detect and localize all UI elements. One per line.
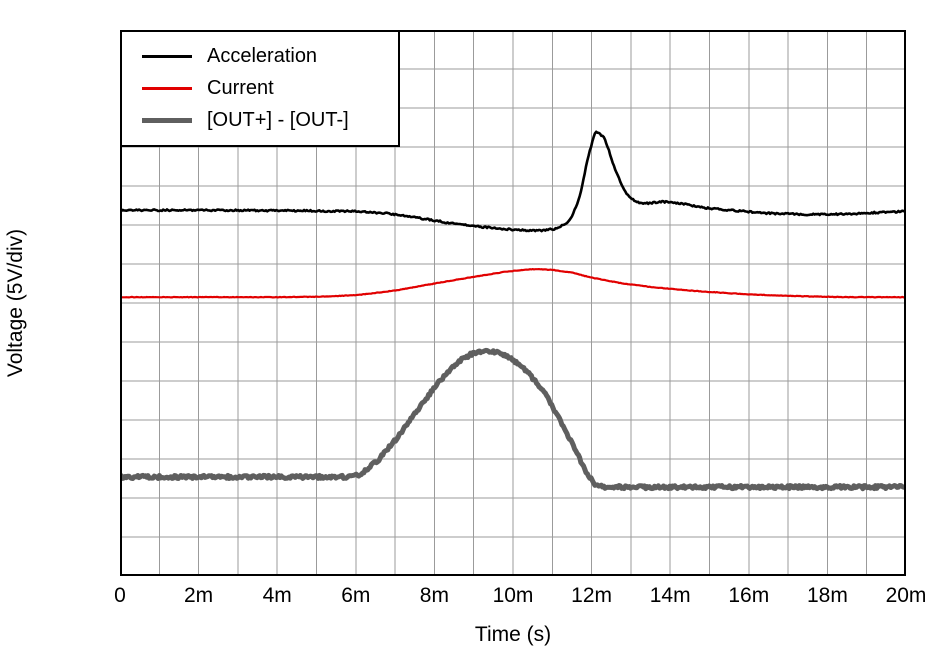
plot-container: Acceleration Current [OUT+] - [OUT-]	[120, 30, 906, 576]
legend-line-sample-acceleration	[142, 55, 192, 58]
legend-line-sample-out-diff	[142, 118, 192, 123]
x-tick-label: 16m	[728, 584, 770, 607]
x-tick-label: 14m	[649, 584, 691, 607]
legend-item-out-diff: [OUT+] - [OUT-]	[142, 107, 380, 134]
x-tick-label: 0	[114, 584, 126, 607]
legend: Acceleration Current [OUT+] - [OUT-]	[120, 30, 400, 147]
x-axis-tick-labels: 0 2m 4m 6m 8m 10m 12m 14m 16m 18m 20m	[0, 584, 930, 610]
legend-label: Acceleration	[207, 45, 318, 67]
legend-line-sample-current	[142, 87, 192, 90]
legend-item-acceleration: Acceleration	[142, 43, 380, 70]
x-tick-label: 10m	[492, 584, 534, 607]
legend-label: Current	[207, 77, 274, 99]
x-tick-label: 20m	[885, 584, 927, 607]
x-tick-label: 2m	[184, 584, 214, 607]
x-tick-label: 18m	[806, 584, 848, 607]
legend-item-current: Current	[142, 75, 380, 102]
x-tick-label: 8m	[419, 584, 449, 607]
x-tick-label: 6m	[341, 584, 371, 607]
x-axis-label: Time (s)	[474, 623, 552, 646]
x-tick-label: 12m	[571, 584, 613, 607]
legend-label: [OUT+] - [OUT-]	[207, 109, 349, 131]
y-axis-label: Voltage (5V/div)	[4, 228, 27, 378]
x-tick-label: 4m	[262, 584, 292, 607]
